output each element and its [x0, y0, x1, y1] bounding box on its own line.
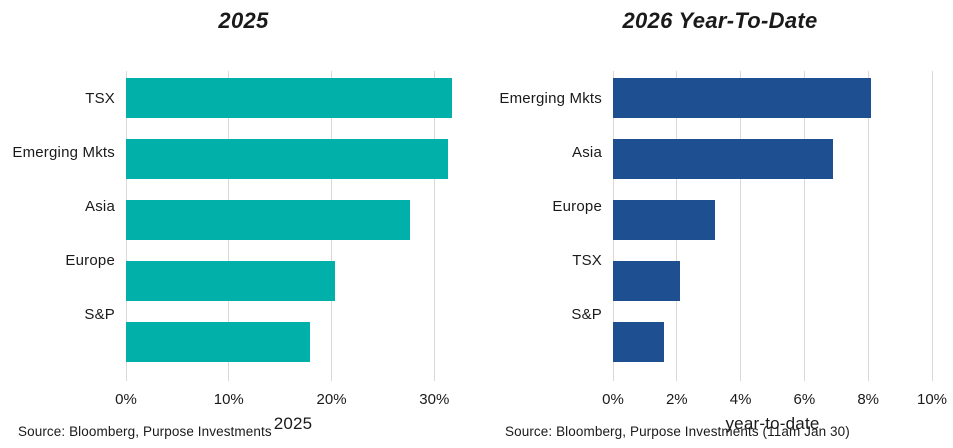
x-tick-label: 20% — [316, 391, 347, 408]
bar-row — [613, 200, 932, 254]
bar-row — [613, 261, 932, 315]
category-label: S&P — [571, 305, 602, 323]
category-label: TSX — [572, 251, 602, 269]
bar — [126, 200, 410, 240]
bar — [126, 322, 310, 362]
x-tick-label: 6% — [793, 391, 816, 408]
chart-body: Emerging Mkts Asia Europe TSX S&P — [487, 71, 953, 381]
gridline — [740, 71, 742, 381]
bar — [126, 139, 448, 179]
bar — [613, 261, 680, 301]
plot-area — [612, 71, 933, 381]
bar — [613, 200, 716, 240]
x-tick-label: 30% — [419, 391, 450, 408]
category-label: Europe — [65, 251, 115, 269]
chart-panel-2025: 2025 TSX Emerging Mkts Asia Europe S&P 0% 10%… — [0, 8, 487, 439]
category-label: Emerging Mkts — [499, 89, 602, 107]
category-label: S&P — [84, 305, 115, 323]
gridline — [931, 71, 933, 381]
category-axis: Emerging Mkts Asia Europe TSX S&P — [487, 71, 613, 376]
category-label: TSX — [85, 89, 115, 107]
bar — [126, 78, 452, 118]
bar-row — [126, 139, 460, 193]
x-axis: 0% 2% 4% 6% 8% 10% — [602, 376, 947, 414]
bar-row — [126, 78, 460, 132]
bar — [613, 322, 665, 362]
bar-row — [613, 322, 932, 376]
chart-title: 2026 Year-To-Date — [622, 8, 818, 33]
plot-area — [125, 71, 460, 381]
x-axis-title: 2025 — [273, 414, 313, 433]
category-label: Asia — [572, 143, 602, 161]
bar-row — [126, 261, 460, 315]
gridline — [433, 71, 435, 381]
bar — [126, 261, 335, 301]
bar — [613, 78, 872, 118]
source-note: Source: Bloomberg, Purpose Investments — [18, 424, 272, 439]
source-note: Source: Bloomberg, Purpose Investments (… — [505, 424, 850, 439]
x-tick-label: 8% — [857, 391, 880, 408]
gridline — [803, 71, 805, 381]
bar-row — [126, 322, 460, 376]
category-label: Europe — [552, 197, 602, 215]
gridline — [867, 71, 869, 381]
x-tick-label: 10% — [916, 391, 948, 408]
category-label: Emerging Mkts — [12, 143, 115, 161]
chart-panel-2026-ytd: 2026 Year-To-Date Emerging Mkts Asia Europ… — [487, 0, 953, 448]
x-tick-label: 4% — [729, 391, 752, 408]
bar-row — [613, 139, 932, 193]
x-tick-label: 10% — [213, 391, 244, 408]
x-axis-title: year-to-date — [725, 414, 820, 433]
x-tick-label: 2% — [665, 391, 688, 408]
bar — [613, 139, 834, 179]
category-label: Asia — [85, 197, 115, 215]
bar-row — [613, 78, 932, 132]
x-tick-label: 0% — [115, 391, 137, 408]
chart-body: TSX Emerging Mkts Asia Europe S&P — [0, 71, 487, 381]
x-axis: 0% 10% 20% 30% — [115, 376, 460, 414]
bar-row — [126, 200, 460, 254]
category-axis: TSX Emerging Mkts Asia Europe S&P — [0, 71, 126, 376]
x-tick-label: 0% — [602, 391, 624, 408]
chart-title: 2025 — [218, 8, 269, 33]
